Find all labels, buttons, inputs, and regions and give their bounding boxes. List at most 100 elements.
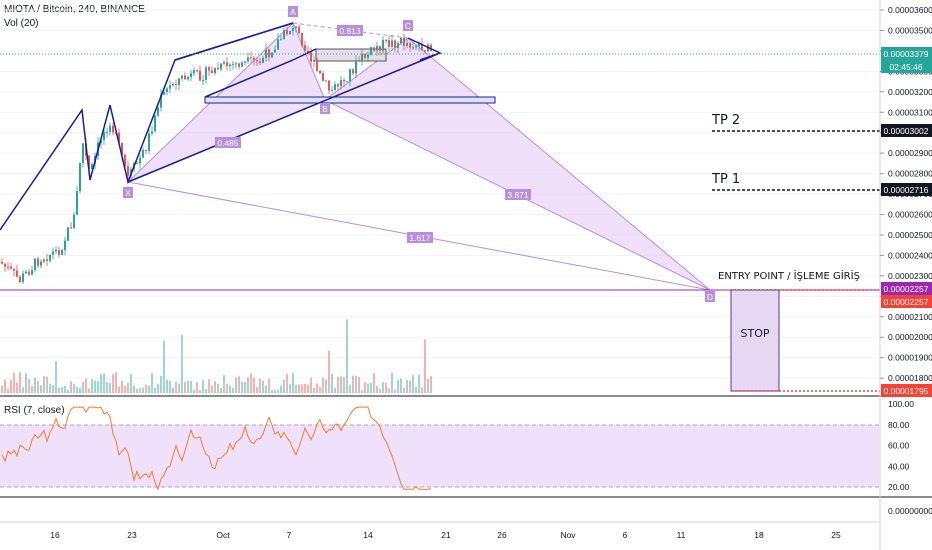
volume-bar [400, 378, 402, 393]
volume-bar [379, 388, 381, 393]
volume-bar [175, 381, 177, 393]
volume-bar [13, 372, 15, 393]
candle-body [46, 259, 48, 261]
volume-bar [313, 387, 315, 393]
price-tick-label: 0.00002500 [888, 230, 932, 240]
support-box [204, 96, 496, 104]
volume-bar [403, 387, 405, 393]
wedge-lines [204, 48, 317, 98]
time-axis[interactable]: 16 23 Oct 7 14 21 26 Nov 6 11 18 25 [50, 530, 841, 540]
price-tick-label: 0.00002100 [888, 312, 932, 322]
time-tick-label: 11 [677, 530, 686, 540]
volume-bar [88, 388, 90, 393]
volume-bar [247, 377, 249, 393]
volume-bar [298, 384, 300, 393]
volume-bar [169, 380, 171, 393]
rsi-tick-label: 20.00 [888, 482, 910, 492]
rsi-tick-label: 40.00 [888, 461, 910, 471]
candle-body [55, 249, 57, 252]
ratio-label-bg [407, 232, 433, 243]
svg-text:0.00003002: 0.00003002 [884, 126, 929, 136]
candle-body [211, 70, 213, 74]
candle-body [7, 266, 9, 268]
volume-bar [316, 383, 318, 393]
volume-series [1, 319, 432, 393]
candle-body [40, 261, 42, 266]
svg-text:0.00001795: 0.00001795 [884, 386, 929, 396]
candle-body [382, 39, 384, 51]
price-tick-label: 0.00002000 [888, 332, 932, 342]
volume-bar [406, 379, 408, 393]
volume-bar [10, 379, 12, 393]
candle-body [238, 63, 240, 67]
candle-body [172, 83, 174, 86]
candle-body [70, 227, 72, 229]
volume-bar [205, 388, 207, 393]
candle-body [367, 54, 369, 58]
price-tick-label: 0.00002800 [888, 169, 932, 179]
volume-bar [271, 389, 273, 393]
candle-body [157, 107, 159, 116]
candle-body [166, 88, 168, 92]
volume-bar [64, 385, 66, 393]
volume-bar [115, 372, 117, 393]
candle-body [31, 269, 33, 275]
candle-body [16, 270, 18, 277]
candle-body [91, 164, 93, 169]
price-tick-label: 0.00002900 [888, 148, 932, 158]
volume-bar [217, 383, 219, 393]
volume-bar [253, 377, 255, 393]
candle-body [244, 61, 246, 63]
volume-bar [73, 383, 75, 393]
rsi-axis[interactable]: 100.00 80.00 60.00 40.00 20.00 [888, 399, 914, 492]
rsi-band [0, 425, 880, 487]
candle-body [373, 47, 375, 51]
volume-bar [304, 383, 306, 393]
volume-bar [328, 350, 330, 393]
volume-bar [172, 387, 174, 393]
candle-body [187, 77, 189, 80]
svg-text:0.00002257: 0.00002257 [884, 297, 929, 307]
tp1-label: TP 1 [711, 172, 740, 187]
volume-bar [226, 383, 228, 393]
candle-body [184, 75, 186, 80]
time-tick-label: Oct [216, 530, 230, 540]
volume-bar [124, 385, 126, 393]
candle-body [202, 79, 204, 81]
volume-bar [232, 388, 234, 393]
candle-body [271, 52, 273, 58]
candle-body [199, 70, 201, 81]
volume-bar [295, 384, 297, 393]
time-tick-label: 23 [127, 530, 137, 540]
volume-bar [148, 385, 150, 393]
candle-body [322, 73, 324, 81]
candle-body [307, 50, 309, 53]
candle-body [418, 43, 420, 46]
volume-bar [310, 377, 312, 393]
volume-bar [43, 376, 45, 393]
candle-body [76, 191, 78, 215]
candle-body [319, 70, 321, 74]
candle-body [388, 40, 390, 47]
candle-body [142, 149, 144, 158]
volume-bar [190, 381, 192, 393]
candle-body [220, 63, 222, 70]
volume-bar [262, 380, 264, 393]
candle-body [118, 132, 120, 143]
candle-body [265, 49, 267, 59]
candle-body [370, 47, 372, 55]
volume-bar [22, 387, 24, 393]
volume-axis-zero: 0.00000000 [888, 506, 932, 516]
rsi-tick-label: 80.00 [888, 420, 910, 430]
candle-body [298, 26, 300, 34]
volume-bar [352, 375, 354, 393]
volume-bar [184, 381, 186, 393]
candle-body [169, 85, 171, 89]
volume-bar [283, 379, 285, 393]
candle-body [253, 57, 255, 61]
candle-body [205, 67, 207, 80]
apex-triangle [407, 37, 442, 61]
price-tick-label: 0.00002600 [888, 210, 932, 220]
candle-body [10, 266, 12, 269]
